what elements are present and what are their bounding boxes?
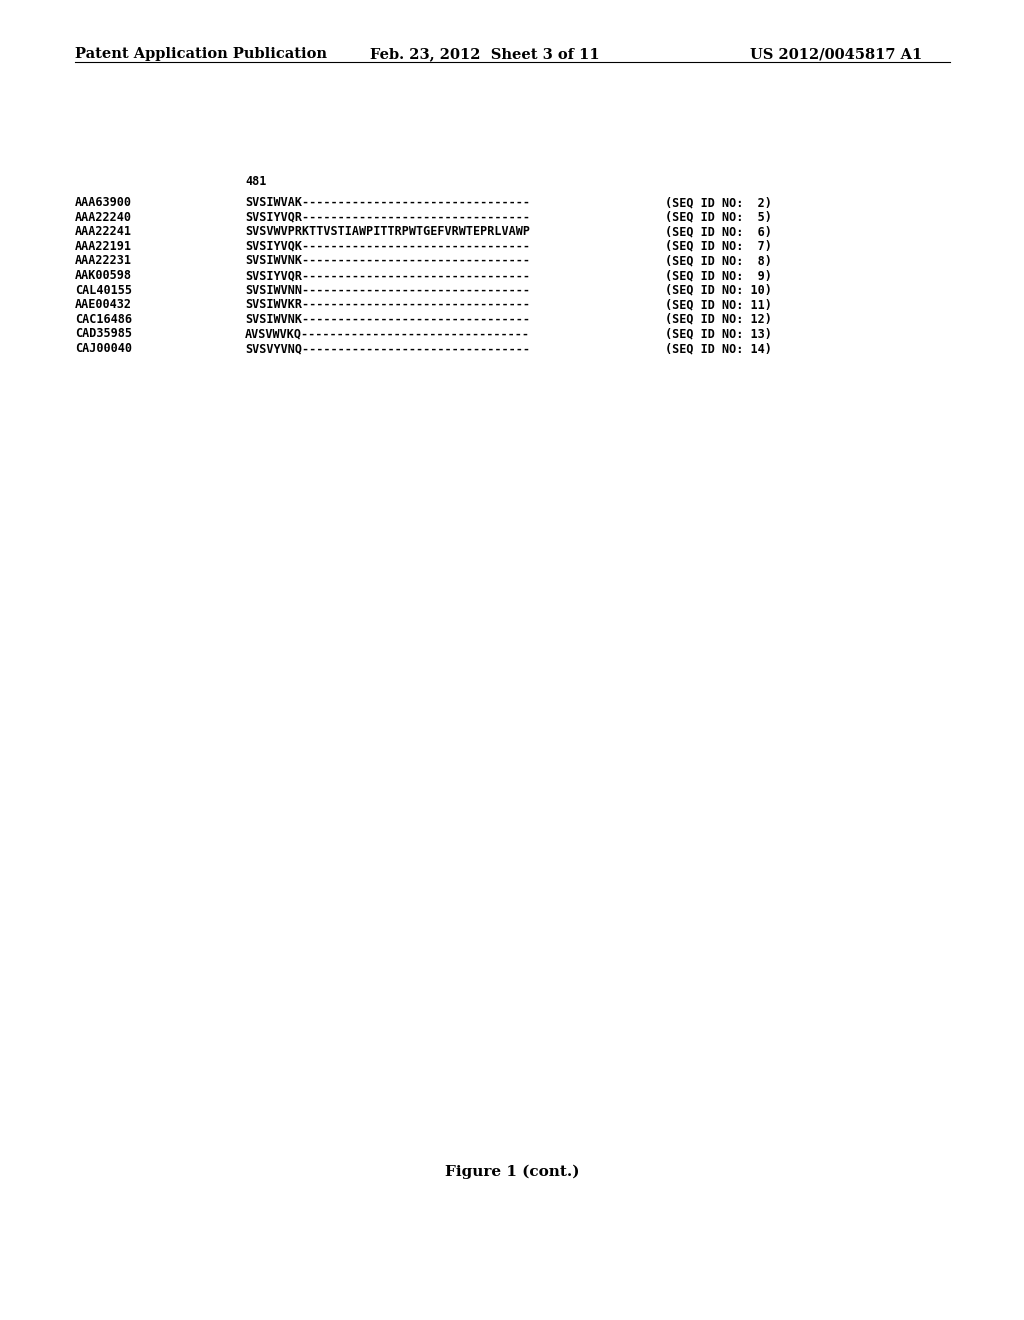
Text: (SEQ ID NO:  5): (SEQ ID NO: 5): [665, 211, 772, 223]
Text: US 2012/0045817 A1: US 2012/0045817 A1: [750, 48, 923, 61]
Text: (SEQ ID NO: 12): (SEQ ID NO: 12): [665, 313, 772, 326]
Text: AAE00432: AAE00432: [75, 298, 132, 312]
Text: (SEQ ID NO:  6): (SEQ ID NO: 6): [665, 226, 772, 238]
Text: (SEQ ID NO:  2): (SEQ ID NO: 2): [665, 195, 772, 209]
Text: SVSIYVQR--------------------------------: SVSIYVQR--------------------------------: [245, 211, 530, 223]
Text: AAA22240: AAA22240: [75, 211, 132, 223]
Text: Feb. 23, 2012  Sheet 3 of 11: Feb. 23, 2012 Sheet 3 of 11: [370, 48, 600, 61]
Text: AAA22241: AAA22241: [75, 226, 132, 238]
Text: SVSIWVNK--------------------------------: SVSIWVNK--------------------------------: [245, 255, 530, 268]
Text: CAD35985: CAD35985: [75, 327, 132, 341]
Text: SVSIWVNN--------------------------------: SVSIWVNN--------------------------------: [245, 284, 530, 297]
Text: CAJ00040: CAJ00040: [75, 342, 132, 355]
Text: (SEQ ID NO:  8): (SEQ ID NO: 8): [665, 255, 772, 268]
Text: SVSIYVQK--------------------------------: SVSIYVQK--------------------------------: [245, 240, 530, 253]
Text: SVSIWVKR--------------------------------: SVSIWVKR--------------------------------: [245, 298, 530, 312]
Text: AAA22231: AAA22231: [75, 255, 132, 268]
Text: SVSVWVPRKTTVSTIAWPITTRPWTGEFVRWTEPRLVAWP: SVSVWVPRKTTVSTIAWPITTRPWTGEFVRWTEPRLVAWP: [245, 226, 530, 238]
Text: SVSIYVQR--------------------------------: SVSIYVQR--------------------------------: [245, 269, 530, 282]
Text: CAL40155: CAL40155: [75, 284, 132, 297]
Text: Figure 1 (cont.): Figure 1 (cont.): [444, 1166, 580, 1179]
Text: (SEQ ID NO:  9): (SEQ ID NO: 9): [665, 269, 772, 282]
Text: (SEQ ID NO: 13): (SEQ ID NO: 13): [665, 327, 772, 341]
Text: AAA63900: AAA63900: [75, 195, 132, 209]
Text: Patent Application Publication: Patent Application Publication: [75, 48, 327, 61]
Text: (SEQ ID NO: 14): (SEQ ID NO: 14): [665, 342, 772, 355]
Text: (SEQ ID NO: 10): (SEQ ID NO: 10): [665, 284, 772, 297]
Text: CAC16486: CAC16486: [75, 313, 132, 326]
Text: SVSVYVNQ--------------------------------: SVSVYVNQ--------------------------------: [245, 342, 530, 355]
Text: AVSVWVKQ--------------------------------: AVSVWVKQ--------------------------------: [245, 327, 530, 341]
Text: AAA22191: AAA22191: [75, 240, 132, 253]
Text: AAK00598: AAK00598: [75, 269, 132, 282]
Text: SVSIWVNK--------------------------------: SVSIWVNK--------------------------------: [245, 313, 530, 326]
Text: SVSIWVAK--------------------------------: SVSIWVAK--------------------------------: [245, 195, 530, 209]
Text: 481: 481: [245, 176, 266, 187]
Text: (SEQ ID NO: 11): (SEQ ID NO: 11): [665, 298, 772, 312]
Text: (SEQ ID NO:  7): (SEQ ID NO: 7): [665, 240, 772, 253]
